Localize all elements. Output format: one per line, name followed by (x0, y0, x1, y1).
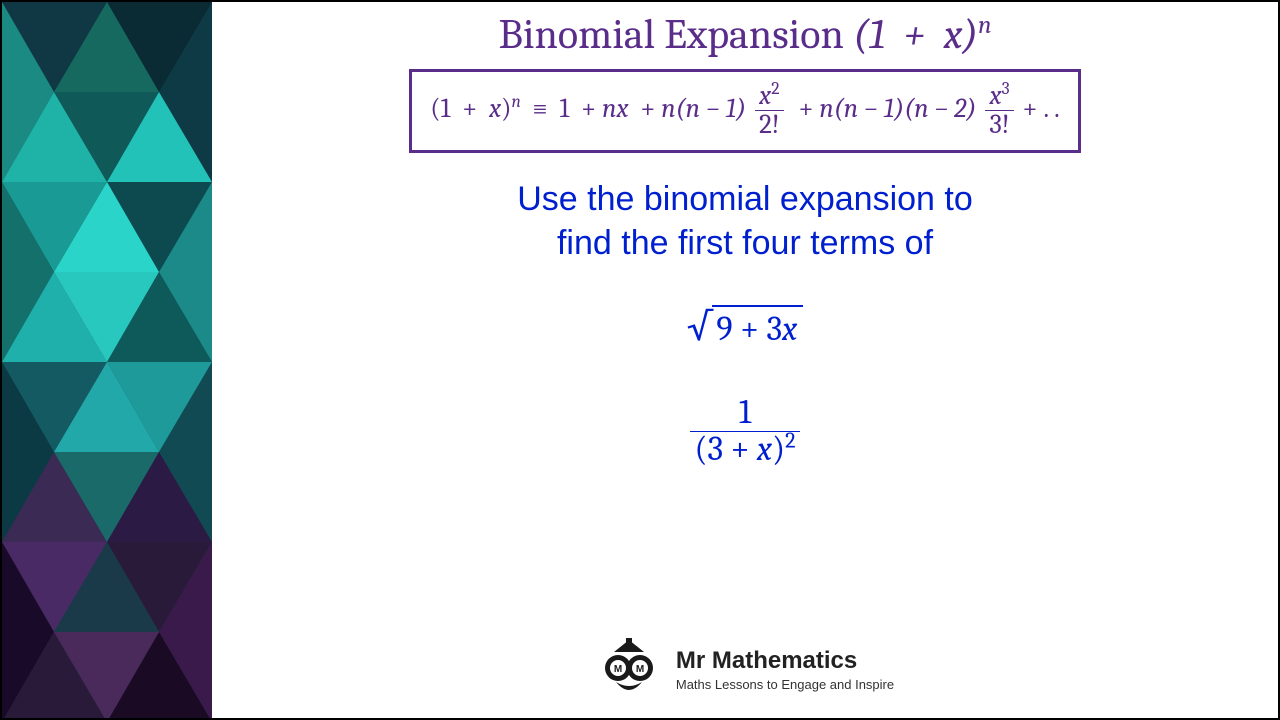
page-title: Binomial Expansion (1 + x)n (499, 10, 992, 59)
term3-fraction: x2 2! (755, 82, 783, 140)
term4-fraction: x3 3! (985, 82, 1013, 140)
t4-den: 3! (985, 111, 1013, 139)
svg-text:M: M (614, 664, 622, 675)
expr2-den-exp: 2 (785, 427, 795, 453)
term2: nx (602, 93, 628, 124)
brand-tagline: Maths Lessons to Engage and Inspire (676, 677, 894, 692)
t3-num-exp: 2 (771, 79, 779, 99)
title-text: Binomial Expansion (499, 10, 854, 59)
prompt-line2: find the first four terms of (517, 221, 973, 265)
question-prompt: Use the binomial expansion to find the f… (517, 177, 973, 265)
slide-frame: Binomial Expansion (1 + x)n (1 + x)n ≡ 1… (2, 2, 1278, 718)
t4-num: x (989, 80, 1001, 111)
expression-1: √ 9 + 3x (687, 305, 804, 349)
triangle-pattern-icon (2, 2, 212, 718)
prompt-line1: Use the binomial expansion to (517, 177, 973, 221)
expr2-num: 1 (690, 395, 799, 432)
term4-coeff: n(n − 1)(n − 2) (819, 93, 976, 124)
brand-text: Mr Mathematics Maths Lessons to Engage a… (676, 647, 894, 692)
t3-den: 2! (755, 111, 783, 139)
term3-coeff: n(n − 1) (661, 93, 746, 124)
brand-logo-icon: M M (596, 638, 662, 700)
decorative-sidebar (2, 2, 212, 718)
t4-num-exp: 3 (1001, 79, 1009, 99)
svg-text:M: M (636, 664, 644, 675)
lhs-exp: n (511, 92, 520, 112)
radical-icon: √ (687, 307, 713, 346)
t3-num: x (759, 80, 771, 111)
formula-box: (1 + x)n ≡ 1 + nx + n(n − 1) x2 2! + n(n… (409, 69, 1080, 153)
expression-2: 1 (3 + x)2 (687, 395, 802, 467)
title-exponent: n (978, 11, 991, 40)
brand-name: Mr Mathematics (676, 647, 894, 675)
brand-footer: M M Mr Mathematics Maths Lessons to Enga… (596, 638, 894, 700)
content-area: Binomial Expansion (1 + x)n (1 + x)n ≡ 1… (212, 2, 1278, 718)
sqrt-expression: √ 9 + 3x (687, 305, 804, 349)
formula-tail: + . . (1023, 93, 1060, 124)
term1: 1 (560, 93, 570, 124)
